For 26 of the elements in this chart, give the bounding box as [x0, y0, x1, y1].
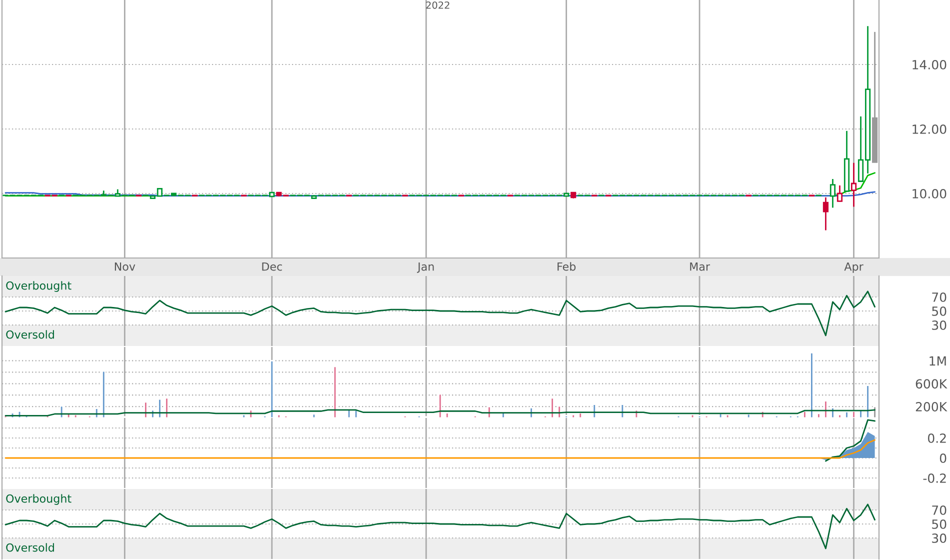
x-tick-label: Apr: [844, 262, 864, 273]
y-tick-label: 50: [932, 306, 946, 316]
band-label: Oversold: [6, 543, 54, 552]
y-tick-label: 70: [932, 292, 946, 302]
x-tick-label: Jan: [416, 262, 434, 273]
y-tick-label: 14.00: [912, 60, 946, 70]
y-tick-label: 70: [932, 505, 946, 515]
annotation: 2022: [426, 1, 450, 9]
y-tick-label: 30: [932, 320, 946, 330]
y-tick-label: 0: [940, 453, 946, 463]
x-tick-label: Nov: [114, 262, 136, 271]
y-tick-label: 200K: [916, 402, 948, 412]
x-tick-label: Dec: [262, 262, 282, 271]
y-tick-label: 10.00: [912, 188, 946, 198]
y-tick-label: -0.2: [923, 473, 946, 483]
x-tick-label: Feb: [558, 262, 576, 271]
band-label: Overbought: [6, 281, 72, 292]
y-tick-label: 0.2: [928, 433, 946, 443]
y-tick-label: 1M: [930, 356, 946, 366]
x-tick-label: Mar: [690, 262, 710, 271]
y-tick-label: 12.00: [912, 124, 946, 134]
band-label: Overbought: [6, 494, 72, 505]
band-label: Oversold: [6, 330, 54, 339]
y-tick-label: 30: [932, 533, 946, 543]
y-tick-label: 600K: [916, 379, 948, 389]
y-tick-label: 50: [932, 519, 946, 529]
